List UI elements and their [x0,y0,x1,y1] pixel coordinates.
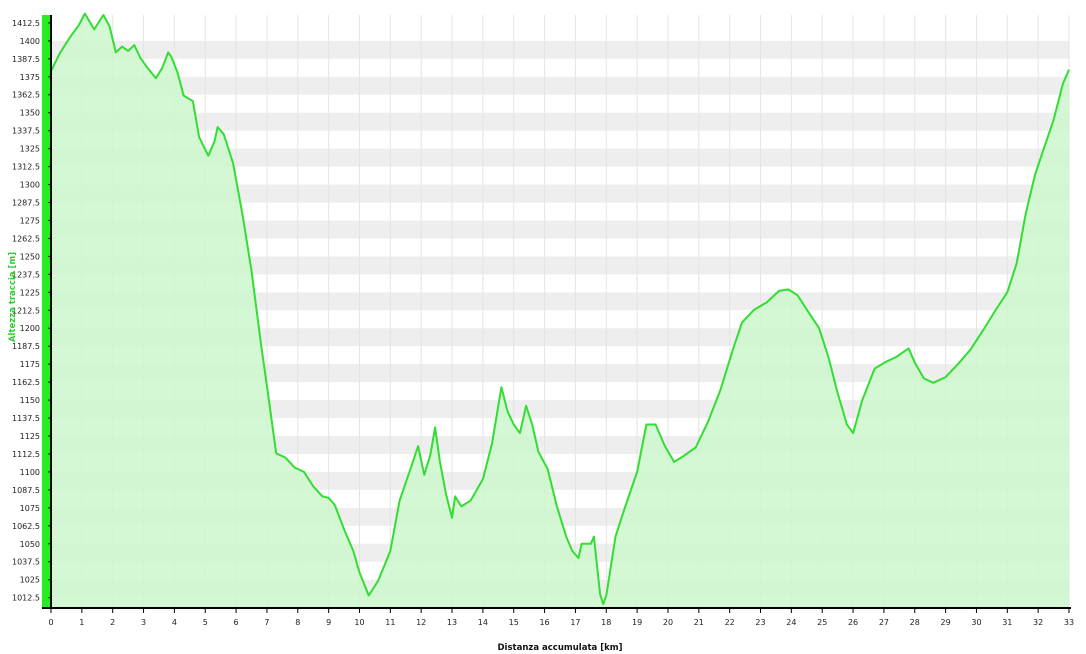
grid-band [51,76,1069,95]
y-tick-label: 1125 [20,432,40,441]
x-tick-label: 6 [234,618,239,627]
y-tick-label: 1137.5 [12,414,40,423]
y-tick-label: 1237.5 [12,270,40,279]
y-tick-label: 1312.5 [12,163,40,172]
y-tick-label: 1112.5 [12,450,40,459]
y-axis-ticks: 1012.5 1025 1037.5 1050 1062.5 1075 1087.5 1100… [12,19,51,603]
y-tick-label: 1250 [20,252,40,261]
y-tick-label: 1050 [20,540,40,549]
x-tick-label: 23 [755,618,765,627]
x-tick-label: 1 [79,618,84,627]
y-tick-label: 1337.5 [12,127,40,136]
x-tick-label: 12 [416,618,426,627]
x-tick-label: 25 [817,618,827,627]
x-tick-label: 28 [910,618,920,627]
y-tick-label: 1275 [20,216,40,225]
x-tick-label: 17 [570,618,580,627]
elevation-area-fill [51,13,1069,608]
x-tick-label: 26 [848,618,858,627]
x-tick-label: 27 [879,618,889,627]
y-tick-label: 1100 [20,468,40,477]
y-tick-label: 1175 [20,360,40,369]
y-axis-bar [42,15,51,607]
grid-band [51,40,1069,59]
y-tick-label: 1287.5 [12,199,40,208]
y-tick-label: 1350 [20,109,40,118]
x-tick-label: 19 [632,618,642,627]
y-tick-label: 1150 [20,396,40,405]
x-tick-label: 21 [694,618,704,627]
grid-band [51,292,1069,311]
x-tick-label: 9 [326,618,331,627]
y-tick-label: 1212.5 [12,306,40,315]
y-tick-label: 1387.5 [12,55,40,64]
y-axis-label: Altezza traccia [m] [8,252,18,342]
x-tick-label: 33 [1064,618,1074,627]
x-tick-label: 13 [447,618,457,627]
grid-band [51,112,1069,131]
y-tick-label: 1412.5 [12,19,40,28]
y-tick-label: 1062.5 [12,522,40,531]
x-tick-label: 0 [48,618,53,627]
y-tick-label: 1200 [20,324,40,333]
y-tick-label: 1262.5 [12,234,40,243]
x-tick-label: 20 [663,618,673,627]
x-tick-label: 18 [601,618,611,627]
x-tick-label: 32 [1033,618,1043,627]
x-tick-label: 11 [385,618,395,627]
elevation-line [50,12,1070,606]
grid-band [51,256,1069,275]
x-axis-label: Distanza accumulata [km] [498,643,623,653]
y-tick-label: 1012.5 [12,594,40,603]
x-tick-label: 30 [971,618,981,627]
y-tick-label: 1075 [20,504,40,513]
x-tick-label: 14 [478,618,488,627]
x-tick-label: 2 [110,618,115,627]
y-tick-label: 1162.5 [12,378,40,387]
x-tick-label: 31 [1002,618,1012,627]
y-tick-label: 1325 [20,145,40,154]
y-tick-label: 1300 [20,181,40,190]
x-tick-label: 3 [141,618,146,627]
y-tick-label: 1400 [20,37,40,46]
x-tick-label: 29 [941,618,951,627]
x-axis-ticks: 0 1 2 3 4 5 6 7 8 9 10 11 12 13 14 15 16 17 18 19 20 21 22 23 24… [48,607,1074,627]
x-tick-label: 22 [725,618,735,627]
y-tick-label: 1087.5 [12,486,40,495]
grid-band [51,220,1069,239]
y-tick-label: 1037.5 [12,558,40,567]
x-tick-label: 16 [539,618,549,627]
y-tick-label: 1375 [20,73,40,82]
y-tick-label: 1225 [20,288,40,297]
x-tick-label: 8 [295,618,300,627]
y-tick-label: 1362.5 [12,91,40,100]
grid-band [51,184,1069,203]
x-tick-label: 10 [354,618,364,627]
x-tick-label: 24 [786,618,796,627]
x-tick-label: 5 [203,618,208,627]
y-tick-label: 1025 [20,576,40,585]
grid-band [51,148,1069,167]
x-tick-label: 4 [172,618,177,627]
y-tick-label: 1187.5 [12,342,40,351]
x-tick-label: 15 [509,618,519,627]
x-tick-label: 7 [264,618,269,627]
